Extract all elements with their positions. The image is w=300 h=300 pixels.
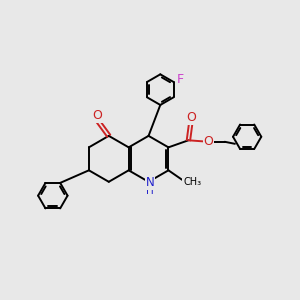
Text: CH₃: CH₃ bbox=[183, 177, 201, 187]
Text: F: F bbox=[176, 73, 184, 86]
Text: O: O bbox=[92, 109, 102, 122]
Text: O: O bbox=[203, 135, 213, 148]
Text: N: N bbox=[146, 176, 154, 189]
Text: O: O bbox=[186, 111, 196, 124]
Text: H: H bbox=[146, 186, 154, 196]
